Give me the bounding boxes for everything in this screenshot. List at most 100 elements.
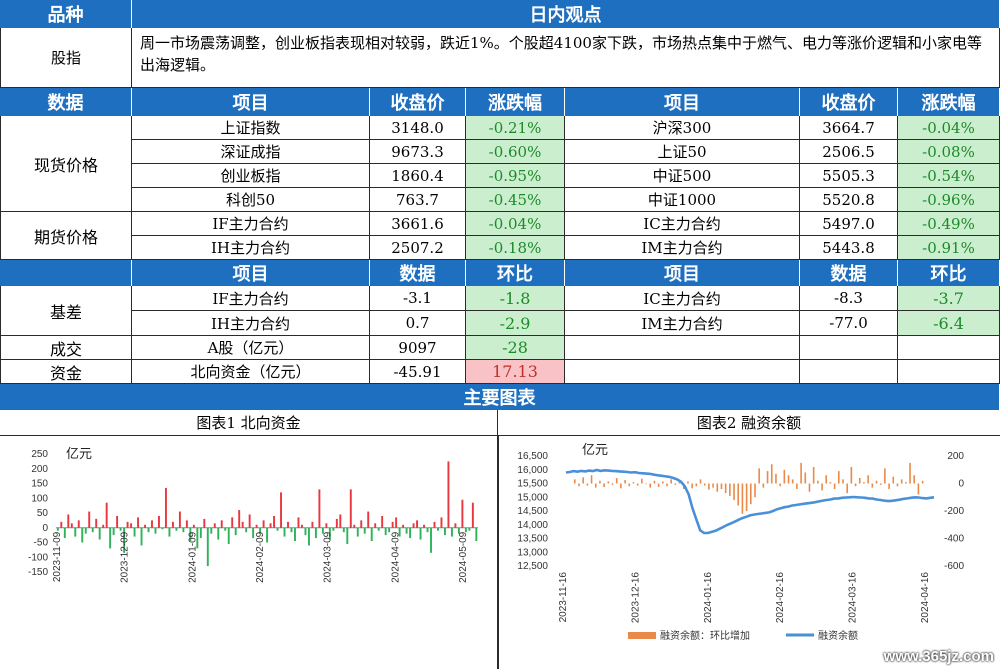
change-bar bbox=[641, 478, 643, 484]
change2-col-header: 涨跌幅 bbox=[898, 88, 1000, 116]
change-bar bbox=[632, 482, 635, 484]
x-tick-label: 2024-05-09 bbox=[458, 531, 469, 583]
basis-row-change: -1.8 bbox=[466, 286, 565, 311]
change-bar bbox=[733, 483, 735, 500]
volume-change: -28 bbox=[466, 336, 565, 360]
bar bbox=[342, 527, 345, 533]
y-left-tick-label: 12,500 bbox=[517, 561, 548, 572]
bar bbox=[137, 517, 140, 528]
change-bar bbox=[636, 483, 639, 486]
y-left-tick-label: 15,000 bbox=[517, 492, 548, 503]
change-bar bbox=[846, 483, 848, 494]
change-bar bbox=[620, 483, 622, 489]
change-bar bbox=[783, 469, 786, 484]
bar bbox=[440, 517, 443, 528]
bar bbox=[283, 527, 286, 537]
bar bbox=[280, 492, 282, 528]
change-bar bbox=[670, 479, 672, 484]
y-tick-label: 0 bbox=[42, 523, 48, 534]
change-bar bbox=[770, 464, 773, 484]
x-tick-label: 2024-01-09 bbox=[187, 531, 198, 583]
bar bbox=[262, 520, 265, 528]
change-bar bbox=[586, 483, 589, 486]
y-right-tick-label: 200 bbox=[947, 451, 964, 462]
item2-col-header: 项目 bbox=[565, 88, 800, 116]
change-bar bbox=[804, 472, 807, 484]
spot-price-label: 现货价格 bbox=[0, 116, 132, 212]
item2-col-header: 项目 bbox=[565, 260, 800, 286]
bar bbox=[60, 521, 63, 528]
x-tick-label: 2024-02-09 bbox=[255, 531, 266, 583]
change-bar bbox=[871, 483, 874, 488]
bar bbox=[290, 527, 293, 533]
bar bbox=[77, 520, 80, 528]
change-bar bbox=[750, 483, 752, 505]
y-tick-label: -150 bbox=[28, 567, 48, 578]
table-row-close2: 3664.7 bbox=[800, 116, 898, 140]
change-bar bbox=[708, 483, 710, 490]
table-row-item2: IC主力合约 bbox=[565, 212, 800, 236]
basis-row-change2: -3.7 bbox=[898, 286, 1000, 311]
bar bbox=[318, 489, 321, 528]
volume-label: 成交 bbox=[0, 336, 132, 360]
bar bbox=[154, 527, 157, 534]
change-bar bbox=[674, 483, 677, 485]
y-tick-label: 50 bbox=[37, 508, 49, 519]
bar bbox=[182, 527, 185, 533]
bar bbox=[307, 527, 310, 546]
change-bar bbox=[594, 483, 597, 488]
table-row-close: 3661.6 bbox=[370, 212, 466, 236]
bar bbox=[95, 518, 98, 528]
y-tick-label: -50 bbox=[34, 538, 49, 549]
bar bbox=[287, 521, 289, 528]
bar bbox=[206, 527, 209, 567]
y-left-tick-label: 15,500 bbox=[517, 479, 548, 490]
bar bbox=[164, 487, 167, 528]
change-bar bbox=[796, 483, 798, 489]
bar bbox=[381, 515, 384, 528]
change-bar bbox=[699, 479, 702, 484]
bar bbox=[67, 514, 70, 528]
change-bar bbox=[829, 482, 832, 484]
bar bbox=[158, 515, 160, 528]
y-left-tick-label: 14,000 bbox=[517, 520, 548, 531]
change-bar bbox=[599, 480, 601, 484]
basis-row-change: -2.9 bbox=[466, 311, 565, 336]
table-row-close2: 5497.0 bbox=[800, 212, 898, 236]
change-bar bbox=[812, 467, 815, 484]
table-row-change2: -0.91% bbox=[898, 236, 1000, 260]
bar bbox=[367, 511, 370, 528]
change-bar bbox=[590, 475, 593, 484]
change-col-header: 涨跌幅 bbox=[466, 88, 565, 116]
bar bbox=[377, 527, 380, 531]
change-bar bbox=[879, 483, 882, 485]
change-bar bbox=[875, 480, 878, 484]
change-bar bbox=[712, 483, 714, 488]
table-row-item: 上证指数 bbox=[132, 116, 370, 140]
bar bbox=[70, 523, 73, 528]
bar bbox=[461, 499, 464, 528]
change-bar bbox=[892, 476, 895, 484]
capital-label: 资金 bbox=[0, 360, 132, 384]
bar bbox=[360, 520, 363, 528]
change-bar bbox=[867, 475, 869, 484]
bar bbox=[398, 527, 401, 537]
change-bar bbox=[884, 468, 886, 484]
bar bbox=[325, 523, 328, 528]
margin-balance-chart: 16,500 16,000 15,500 15,000 14,500 14,000 13,5… bbox=[517, 443, 964, 642]
bar bbox=[457, 527, 460, 534]
bar bbox=[314, 527, 317, 539]
change-bar bbox=[611, 483, 614, 485]
change-bar bbox=[858, 478, 861, 484]
summary-text: 周一市场震荡调整，创业板指表现相对较弱，跌近1%。个股超4100家下跌，市场热点… bbox=[132, 28, 1000, 88]
table-row-close: 2507.2 bbox=[370, 236, 466, 260]
bar bbox=[353, 524, 356, 528]
bar bbox=[217, 527, 220, 540]
y-tick-label: 200 bbox=[31, 464, 48, 475]
bar bbox=[349, 489, 352, 528]
bar bbox=[56, 527, 59, 531]
y-tick-label: 250 bbox=[31, 449, 48, 460]
bar bbox=[391, 521, 394, 528]
table-row-close2: 5443.8 bbox=[800, 236, 898, 260]
bar bbox=[402, 524, 405, 528]
